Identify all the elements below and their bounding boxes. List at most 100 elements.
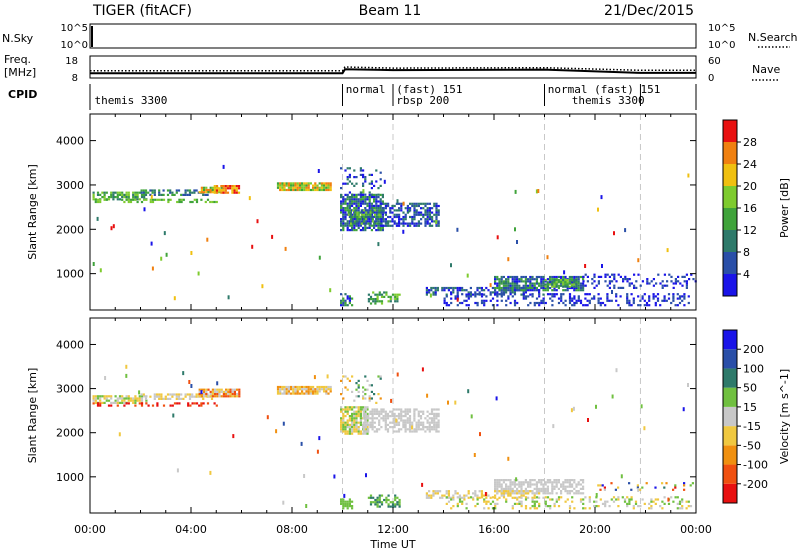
scatter-cell: [348, 498, 351, 501]
scatter-cell: [663, 297, 666, 300]
scatter-cell: [591, 282, 594, 285]
scatter-cell: [540, 299, 543, 302]
scatter-cell: [461, 500, 464, 503]
scatter-cell: [136, 196, 139, 199]
scatter-cell: [535, 275, 538, 279]
colorbar-tick-label: 24: [743, 158, 757, 171]
scatter-cell: [661, 286, 664, 289]
scatter-cell: [396, 298, 399, 301]
scatter-cell: [551, 295, 554, 298]
scatter-cell: [428, 289, 431, 292]
scatter-cell: [564, 487, 567, 490]
scatter-cell: [96, 191, 100, 194]
scatter-cell: [359, 229, 362, 232]
scatter-cell: [454, 295, 457, 298]
scatter-cell: [342, 220, 345, 223]
scatter-cell: [542, 282, 545, 285]
scatter-cell: [467, 389, 470, 394]
scatter-cell: [96, 397, 100, 400]
scatter-cell: [509, 487, 512, 490]
scatter-cell: [155, 393, 159, 396]
scatter-cell: [195, 402, 199, 405]
scatter-cell: [342, 419, 345, 422]
scatter-cell: [628, 500, 631, 503]
scatter-cell: [359, 419, 362, 422]
scatter-cell: [346, 410, 349, 413]
scatter-cell: [432, 490, 435, 493]
scatter-cell: [169, 191, 172, 194]
scatter-cell: [92, 191, 95, 194]
scatter-cell: [637, 505, 640, 508]
scatter-cell: [522, 289, 525, 292]
scatter-cell: [378, 421, 381, 424]
scatter-cell: [404, 430, 407, 433]
scatter-cell: [678, 502, 682, 505]
scatter-cell: [292, 186, 295, 189]
scatter-cell: [384, 426, 387, 429]
scatter-cell: [373, 196, 376, 199]
scatter-cell: [458, 286, 461, 290]
scatter-cell: [469, 496, 473, 499]
scatter-cell: [551, 293, 554, 296]
scatter-cell: [597, 282, 600, 285]
scatter-cell: [237, 191, 241, 194]
scatter-cell: [378, 423, 381, 426]
scatter-cell: [395, 224, 398, 227]
scatter-cell: [685, 507, 688, 510]
scatter-cell: [654, 301, 657, 305]
scatter-cell: [320, 385, 323, 389]
scatter-cell: [173, 296, 176, 301]
scatter-cell: [551, 483, 554, 486]
scatter-cell: [134, 399, 137, 402]
scatter-cell: [507, 494, 510, 497]
scatter-cell: [340, 406, 343, 409]
scatter-cell: [379, 397, 382, 400]
scatter-cell: [505, 284, 508, 287]
scatter-cell: [370, 180, 373, 183]
scatter-cell: [461, 301, 464, 305]
scatter-cell: [346, 505, 349, 508]
scatter-cell: [681, 507, 684, 510]
scatter-cell: [531, 289, 534, 292]
scatter-cell: [382, 419, 385, 422]
scatter-cell: [437, 412, 440, 415]
scatter-cell: [551, 299, 554, 302]
scatter-cell: [406, 224, 409, 227]
scatter-cell: [136, 191, 139, 194]
scatter-cell: [553, 485, 556, 488]
scatter-cell: [303, 385, 306, 389]
scatter-cell: [461, 293, 464, 296]
scatter-cell: [527, 485, 530, 488]
scatter-cell: [283, 390, 286, 393]
scatter-cell: [542, 278, 545, 281]
scatter-cell: [151, 266, 154, 271]
scatter-cell: [378, 494, 381, 497]
scatter-cell: [659, 505, 662, 508]
scatter-cell: [282, 421, 285, 426]
scatter-cell: [151, 198, 155, 201]
scatter-cell: [149, 198, 152, 201]
scatter-cell: [498, 278, 501, 281]
scatter-cell: [94, 200, 97, 204]
scatter-cell: [413, 410, 416, 413]
scatter-cell: [353, 193, 356, 196]
scatter-cell: [524, 295, 528, 298]
scatter-cell: [626, 299, 629, 302]
scatter-cell: [575, 490, 578, 493]
scatter-cell: [158, 189, 161, 192]
scatter-cell: [624, 275, 627, 278]
scatter-cell: [422, 215, 425, 219]
scatter-cell: [646, 278, 649, 281]
scatter-cell: [533, 286, 536, 290]
scatter-cell: [136, 397, 139, 400]
scatter-cell: [474, 295, 477, 298]
scatter-cell: [323, 385, 326, 389]
scatter-cell: [535, 189, 538, 194]
scatter-cell: [380, 426, 383, 429]
scatter-cell: [292, 188, 295, 192]
scatter-cell: [494, 291, 497, 294]
scatter-cell: [166, 397, 170, 400]
scatter-cell: [406, 408, 409, 411]
scatter-cell: [209, 191, 212, 194]
scatter-cell: [628, 502, 631, 505]
